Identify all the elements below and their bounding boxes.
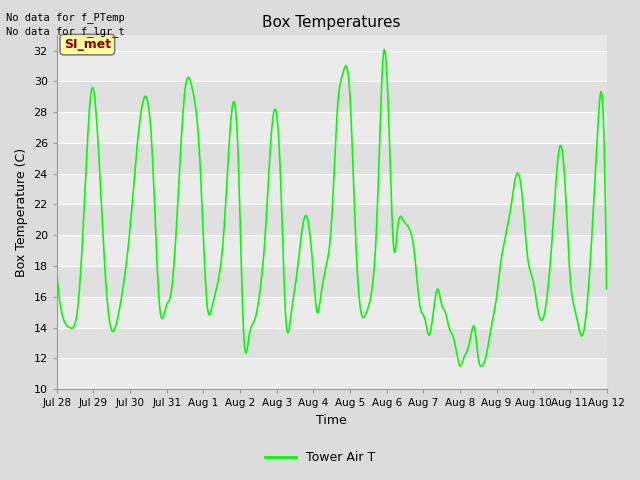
Bar	[57, 358, 607, 389]
Text: No data for f_lgr_t: No data for f_lgr_t	[6, 26, 125, 37]
X-axis label: Time: Time	[316, 414, 347, 427]
Title: Box Temperatures: Box Temperatures	[262, 15, 401, 30]
Legend: Tower Air T: Tower Air T	[260, 446, 380, 469]
Bar	[57, 327, 607, 358]
Bar	[57, 51, 607, 82]
Bar	[57, 82, 607, 112]
Text: No data for f_PTemp: No data for f_PTemp	[6, 12, 125, 23]
Bar	[57, 174, 607, 204]
Bar	[57, 297, 607, 327]
Bar	[57, 112, 607, 143]
Bar	[57, 266, 607, 297]
Bar	[57, 143, 607, 174]
Text: SI_met: SI_met	[64, 38, 111, 51]
Bar	[57, 235, 607, 266]
Y-axis label: Box Temperature (C): Box Temperature (C)	[15, 148, 28, 277]
Bar	[57, 204, 607, 235]
